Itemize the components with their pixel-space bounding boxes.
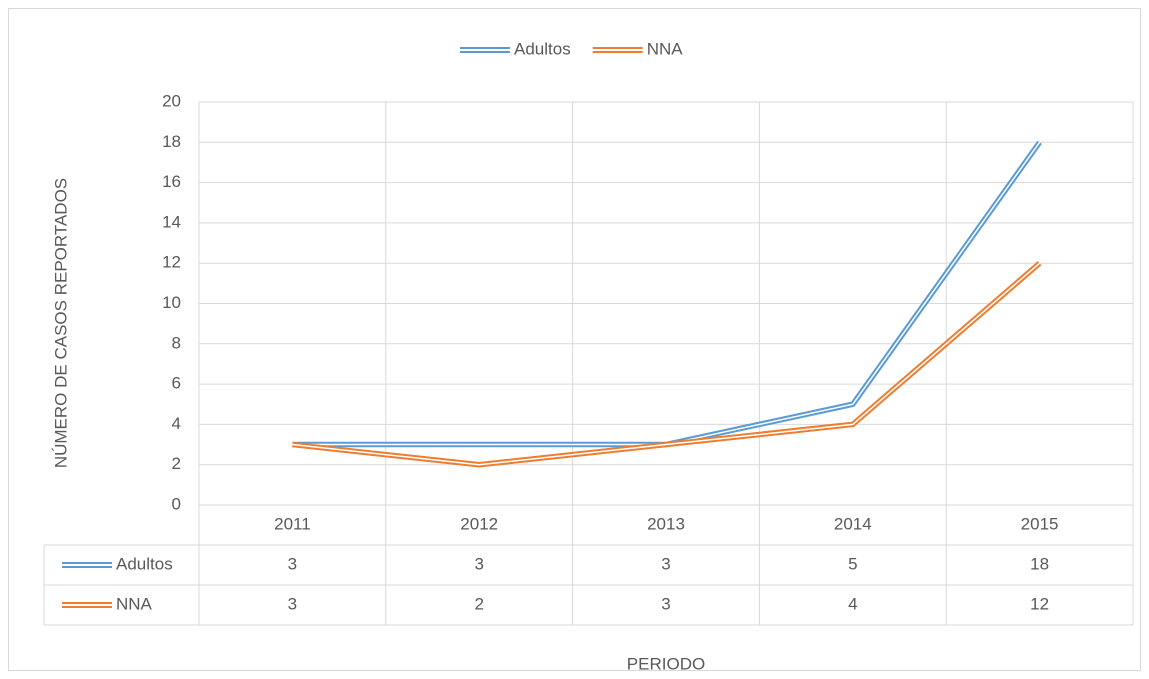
table-value: 3 xyxy=(661,554,670,573)
legend-label: Adultos xyxy=(514,39,571,58)
y-tick-label: 4 xyxy=(172,414,181,433)
table-value: 4 xyxy=(848,594,857,613)
x-tick-label: 2015 xyxy=(1021,514,1059,533)
x-tick-label: 2013 xyxy=(647,514,685,533)
x-tick-label: 2014 xyxy=(834,514,872,533)
x-tick-label: 2011 xyxy=(274,514,311,533)
x-axis-label: PERIODO xyxy=(627,654,705,673)
table-row-label: Adultos xyxy=(116,554,173,573)
y-tick-label: 12 xyxy=(162,253,181,272)
table-value: 12 xyxy=(1030,594,1049,613)
y-tick-label: 18 xyxy=(162,132,181,151)
table-value: 3 xyxy=(288,594,297,613)
y-tick-label: 20 xyxy=(162,91,181,110)
y-tick-label: 8 xyxy=(172,333,181,352)
table-value: 3 xyxy=(661,594,670,613)
table-value: 2 xyxy=(474,594,483,613)
table-row-label: NNA xyxy=(116,594,153,613)
table-value: 18 xyxy=(1030,554,1049,573)
table-value: 5 xyxy=(848,554,857,573)
table-value: 3 xyxy=(474,554,483,573)
y-tick-label: 6 xyxy=(172,374,181,393)
y-tick-label: 0 xyxy=(172,494,181,513)
x-tick-label: 2012 xyxy=(460,514,498,533)
y-axis-label: NÚMERO DE CASOS REPORTADOS xyxy=(51,178,70,468)
series-line-inner xyxy=(292,262,1041,466)
y-tick-label: 2 xyxy=(172,454,181,473)
legend-label: NNA xyxy=(647,39,684,58)
y-tick-label: 16 xyxy=(162,172,181,191)
y-tick-label: 14 xyxy=(162,212,181,231)
table-value: 3 xyxy=(288,554,297,573)
y-tick-label: 10 xyxy=(162,293,181,312)
